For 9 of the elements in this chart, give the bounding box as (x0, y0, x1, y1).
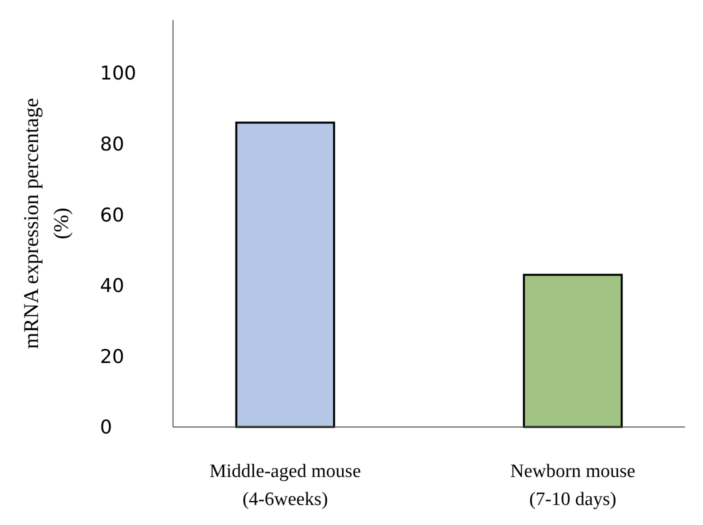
y-tick-label: 0 (100, 416, 112, 439)
y-axis-title: mRNA expression percentage (%) (19, 98, 73, 349)
y-tick-label: 100 (100, 62, 136, 85)
x-tick-label: Middle-aged mouse (4-6weeks) (209, 461, 361, 510)
y-tick-label: 40 (100, 275, 124, 298)
y-tick-label: 80 (100, 134, 124, 156)
y-tick-label: 60 (100, 204, 124, 226)
y-tick-label: 20 (100, 346, 124, 368)
x-tick-label: Newborn mouse (7-10 days) (510, 461, 636, 510)
